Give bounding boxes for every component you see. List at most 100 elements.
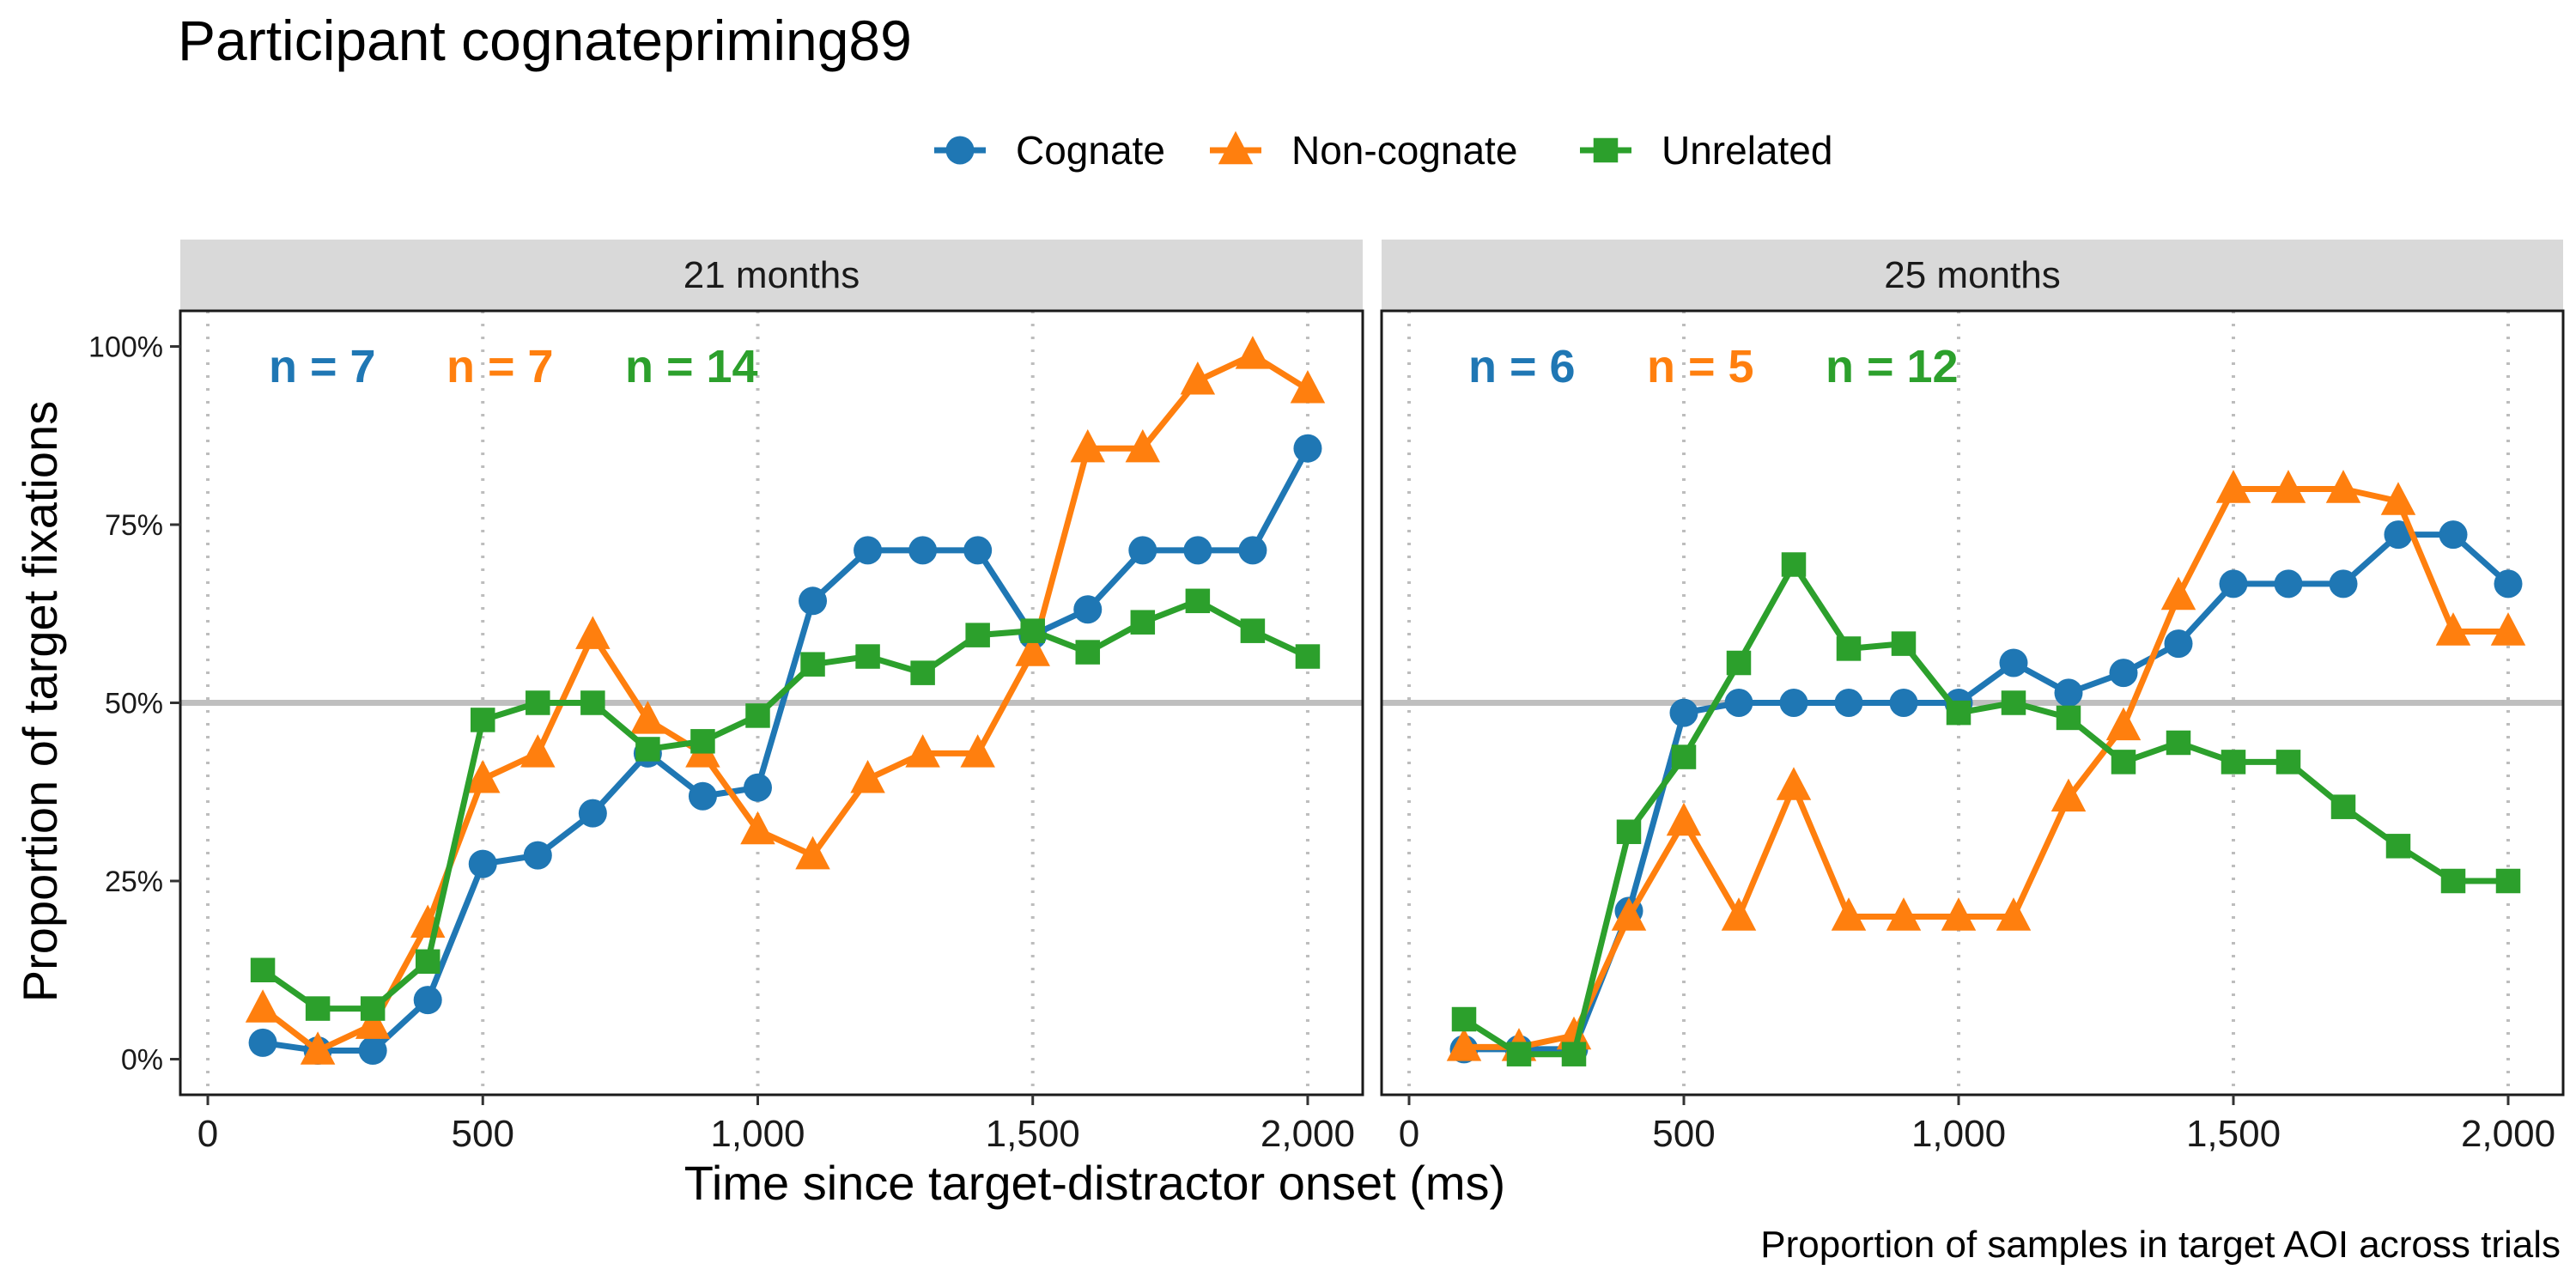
data-point-cognate: [854, 536, 883, 565]
series-line-cognate: [1464, 532, 2511, 1053]
data-point-non-cognate: [1611, 897, 1647, 931]
data-point-unrelated: [1561, 1042, 1587, 1066]
data-point-cognate: [2329, 569, 2358, 598]
panel-strip-label: 25 months: [1884, 254, 2060, 296]
legend-marker-square: [1593, 137, 1619, 163]
legend: Cognate Non-cognate Unrelated: [934, 128, 1832, 173]
data-point-unrelated: [1451, 1006, 1477, 1032]
legend-item-unrelated: Unrelated: [1580, 128, 1832, 173]
data-point-cognate: [688, 781, 717, 811]
x-tick-label: 1,000: [1911, 1113, 2006, 1155]
data-point-cognate: [468, 849, 497, 878]
n-label-cognate: n = 6: [1468, 341, 1576, 392]
data-point-unrelated: [965, 623, 990, 647]
data-point-cognate: [248, 1028, 277, 1057]
data-point-unrelated: [1075, 640, 1101, 665]
data-point-unrelated: [1020, 618, 1045, 643]
x-tick-label: 2,000: [2461, 1113, 2555, 1155]
data-point-unrelated: [910, 660, 935, 685]
data-point-non-cognate: [2270, 470, 2306, 503]
data-point-cognate: [2219, 569, 2248, 598]
data-point-unrelated: [471, 708, 495, 732]
data-point-cognate: [1183, 536, 1212, 565]
legend-label: Non-cognate: [1291, 128, 1517, 173]
legend-label: Cognate: [1016, 128, 1165, 173]
data-point-non-cognate: [2160, 576, 2196, 611]
data-point-non-cognate: [1941, 897, 1977, 931]
chart-title: Participant cognatepriming89: [178, 9, 912, 72]
n-label-non-cognate: n = 5: [1647, 341, 1754, 392]
data-point-unrelated: [855, 644, 880, 669]
data-point-unrelated: [2056, 705, 2081, 731]
data-point-non-cognate: [630, 701, 665, 734]
x-tick-label: 500: [452, 1113, 514, 1155]
data-point-unrelated: [690, 729, 715, 754]
legend-marker-circle: [945, 136, 975, 165]
data-point-non-cognate: [1996, 897, 2032, 931]
data-point-unrelated: [2111, 750, 2136, 775]
x-tick-label: 0: [1399, 1113, 1419, 1155]
data-point-unrelated: [1240, 618, 1266, 643]
n-label-non-cognate: n = 7: [447, 341, 554, 392]
data-point-cognate: [1724, 689, 1753, 717]
data-point-non-cognate: [2490, 612, 2526, 646]
data-point-non-cognate: [245, 989, 281, 1023]
caption: Proportion of samples in target AOI acro…: [1760, 1224, 2561, 1266]
data-point-unrelated: [1185, 588, 1211, 614]
series-cognate: [248, 434, 1322, 1066]
data-point-cognate: [2384, 520, 2413, 550]
data-point-non-cognate: [1446, 1028, 1482, 1061]
data-point-unrelated: [305, 996, 331, 1021]
legend-item-cognate: Cognate: [934, 128, 1165, 173]
data-point-unrelated: [360, 996, 386, 1021]
data-point-non-cognate: [850, 759, 885, 793]
data-point-non-cognate: [2435, 612, 2471, 646]
data-point-non-cognate: [1831, 897, 1867, 931]
data-point-non-cognate: [2380, 482, 2416, 515]
data-point-cognate: [2109, 659, 2138, 688]
data-point-unrelated: [250, 957, 276, 982]
data-point-cognate: [2054, 678, 2083, 708]
data-point-unrelated: [2385, 834, 2411, 859]
data-point-cognate: [743, 773, 772, 802]
data-point-non-cognate: [1886, 897, 1922, 931]
data-point-cognate: [2494, 569, 2523, 598]
data-point-cognate: [358, 1036, 387, 1066]
data-point-unrelated: [1891, 631, 1917, 656]
data-point-unrelated: [635, 737, 660, 762]
y-tick-label: 100%: [88, 331, 163, 364]
data-point-cognate: [2274, 569, 2303, 598]
data-point-non-cognate: [2215, 470, 2251, 503]
data-point-unrelated: [745, 703, 770, 728]
series-non-cognate: [1446, 470, 2526, 1061]
legend-item-non-cognate: Non-cognate: [1210, 128, 1517, 173]
data-point-unrelated: [580, 690, 605, 715]
data-point-non-cognate: [1235, 336, 1271, 369]
data-point-unrelated: [2001, 690, 2026, 715]
data-point-unrelated: [2275, 750, 2301, 775]
data-point-non-cognate: [1556, 1016, 1592, 1050]
x-tick-label: 1,500: [986, 1113, 1080, 1155]
data-point-non-cognate: [1290, 369, 1326, 404]
data-point-non-cognate: [2050, 778, 2087, 812]
y-tick-label: 75%: [105, 509, 163, 542]
legend-marker-triangle: [1218, 131, 1254, 165]
y-axis-title: Proportion of target fixations: [13, 401, 67, 1002]
data-point-cognate: [1293, 434, 1322, 463]
data-point-non-cognate: [1721, 897, 1757, 931]
panel-25-months: 25 months n = 6 n = 5 n = 12 0 500 1,000 1,500 2…: [1380, 240, 2565, 1155]
data-point-cognate: [1073, 595, 1103, 624]
data-point-non-cognate: [740, 811, 775, 845]
series-cognate: [1449, 520, 2523, 1064]
data-point-non-cognate: [355, 1005, 391, 1039]
data-point-unrelated: [1130, 610, 1156, 635]
n-label-unrelated: n = 14: [625, 341, 758, 392]
panel-border: [1380, 309, 2565, 1097]
data-point-non-cognate: [1015, 633, 1050, 666]
data-point-cognate: [799, 586, 828, 616]
y-tick-label: 0%: [121, 1044, 163, 1077]
data-point-non-cognate: [1180, 361, 1216, 395]
x-axis-title: Time since target-distractor onset (ms): [684, 1156, 1505, 1210]
data-point-cognate: [1834, 689, 1863, 717]
